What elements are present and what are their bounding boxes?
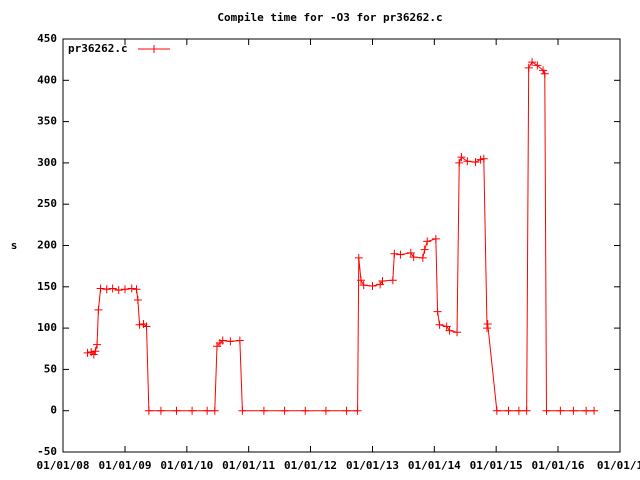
- point-marker: [121, 285, 130, 294]
- point-marker: [457, 153, 466, 162]
- point-marker: [114, 286, 123, 295]
- point-marker: [210, 406, 219, 415]
- x-tick-label: 01/01/16: [532, 459, 585, 472]
- y-tick-label: 300: [37, 156, 57, 169]
- point-marker: [522, 406, 531, 415]
- point-marker: [435, 320, 444, 329]
- point-marker: [301, 406, 310, 415]
- point-marker: [431, 234, 440, 243]
- x-tick-label: 01/01/14: [408, 459, 461, 472]
- point-marker: [172, 406, 181, 415]
- point-marker: [89, 350, 98, 359]
- legend-swatch: [138, 45, 170, 53]
- point-marker: [259, 406, 268, 415]
- point-marker: [556, 406, 565, 415]
- point-marker: [409, 253, 418, 262]
- point-marker: [203, 406, 212, 415]
- point-marker: [342, 406, 351, 415]
- y-tick-label: 200: [37, 239, 57, 252]
- y-axis-label: s: [11, 239, 18, 252]
- y-tick-label: -50: [37, 445, 57, 458]
- point-marker: [218, 336, 227, 345]
- point-marker: [569, 406, 578, 415]
- point-marker: [406, 248, 415, 257]
- point-marker: [423, 237, 432, 246]
- point-marker: [504, 406, 513, 415]
- point-marker: [188, 406, 197, 415]
- point-marker: [321, 406, 330, 415]
- point-marker: [378, 277, 387, 286]
- y-tick-label: 450: [37, 32, 57, 45]
- point-marker: [354, 253, 363, 262]
- point-marker: [533, 61, 542, 70]
- point-marker: [528, 58, 537, 67]
- point-marker: [144, 406, 153, 415]
- x-tick-label: 01/01/15: [470, 459, 523, 472]
- y-tick-label: 50: [44, 362, 57, 375]
- point-marker: [96, 284, 105, 293]
- point-marker: [542, 406, 551, 415]
- point-marker: [590, 406, 599, 415]
- point-marker: [396, 250, 405, 259]
- point-marker: [368, 281, 377, 290]
- x-tick-label: 01/01/12: [284, 459, 337, 472]
- point-marker: [156, 406, 165, 415]
- point-marker: [102, 285, 111, 294]
- point-marker: [492, 406, 501, 415]
- point-marker: [455, 158, 464, 167]
- point-marker: [445, 326, 454, 335]
- point-marker: [108, 284, 117, 293]
- legend-label: pr36262.c: [68, 42, 128, 55]
- point-marker: [238, 406, 247, 415]
- y-tick-label: 100: [37, 321, 57, 334]
- point-marker: [235, 336, 244, 345]
- point-marker: [442, 322, 451, 331]
- point-marker: [142, 322, 151, 331]
- point-marker: [83, 348, 92, 357]
- point-marker: [479, 154, 488, 163]
- point-marker: [388, 276, 397, 285]
- point-marker: [476, 155, 485, 164]
- point-marker: [420, 245, 429, 254]
- point-marker: [418, 253, 427, 262]
- point-marker: [353, 406, 362, 415]
- point-marker: [453, 328, 462, 337]
- point-marker: [540, 69, 549, 78]
- point-marker: [132, 285, 141, 294]
- y-tick-label: 150: [37, 280, 57, 293]
- point-marker: [471, 158, 480, 167]
- point-marker: [356, 276, 365, 285]
- x-tick-label: 01/01/10: [160, 459, 213, 472]
- x-tick-label: 01/01/09: [99, 459, 152, 472]
- point-marker: [135, 320, 144, 329]
- point-marker: [359, 281, 368, 290]
- point-marker: [226, 337, 235, 346]
- point-marker: [524, 63, 533, 72]
- point-marker: [483, 324, 492, 333]
- point-marker: [539, 66, 548, 75]
- point-marker: [93, 340, 102, 349]
- point-marker: [133, 296, 142, 305]
- y-tick-label: 0: [50, 404, 57, 417]
- y-tick-label: 400: [37, 73, 57, 86]
- point-marker: [390, 249, 399, 258]
- y-tick-label: 250: [37, 197, 57, 210]
- y-tick-label: 350: [37, 115, 57, 128]
- point-marker: [463, 157, 472, 166]
- point-marker: [483, 319, 492, 328]
- point-marker: [582, 406, 591, 415]
- x-tick-label: 01/01/1: [597, 459, 640, 472]
- point-marker: [514, 406, 523, 415]
- chart-title: Compile time for -O3 for pr36262.c: [217, 11, 442, 24]
- point-marker: [91, 347, 100, 356]
- point-marker: [127, 284, 136, 293]
- x-tick-label: 01/01/11: [222, 459, 275, 472]
- point-marker: [433, 307, 442, 316]
- point-marker: [94, 305, 103, 314]
- x-tick-label: 01/01/13: [346, 459, 399, 472]
- point-marker: [280, 406, 289, 415]
- x-tick-label: 01/01/08: [37, 459, 90, 472]
